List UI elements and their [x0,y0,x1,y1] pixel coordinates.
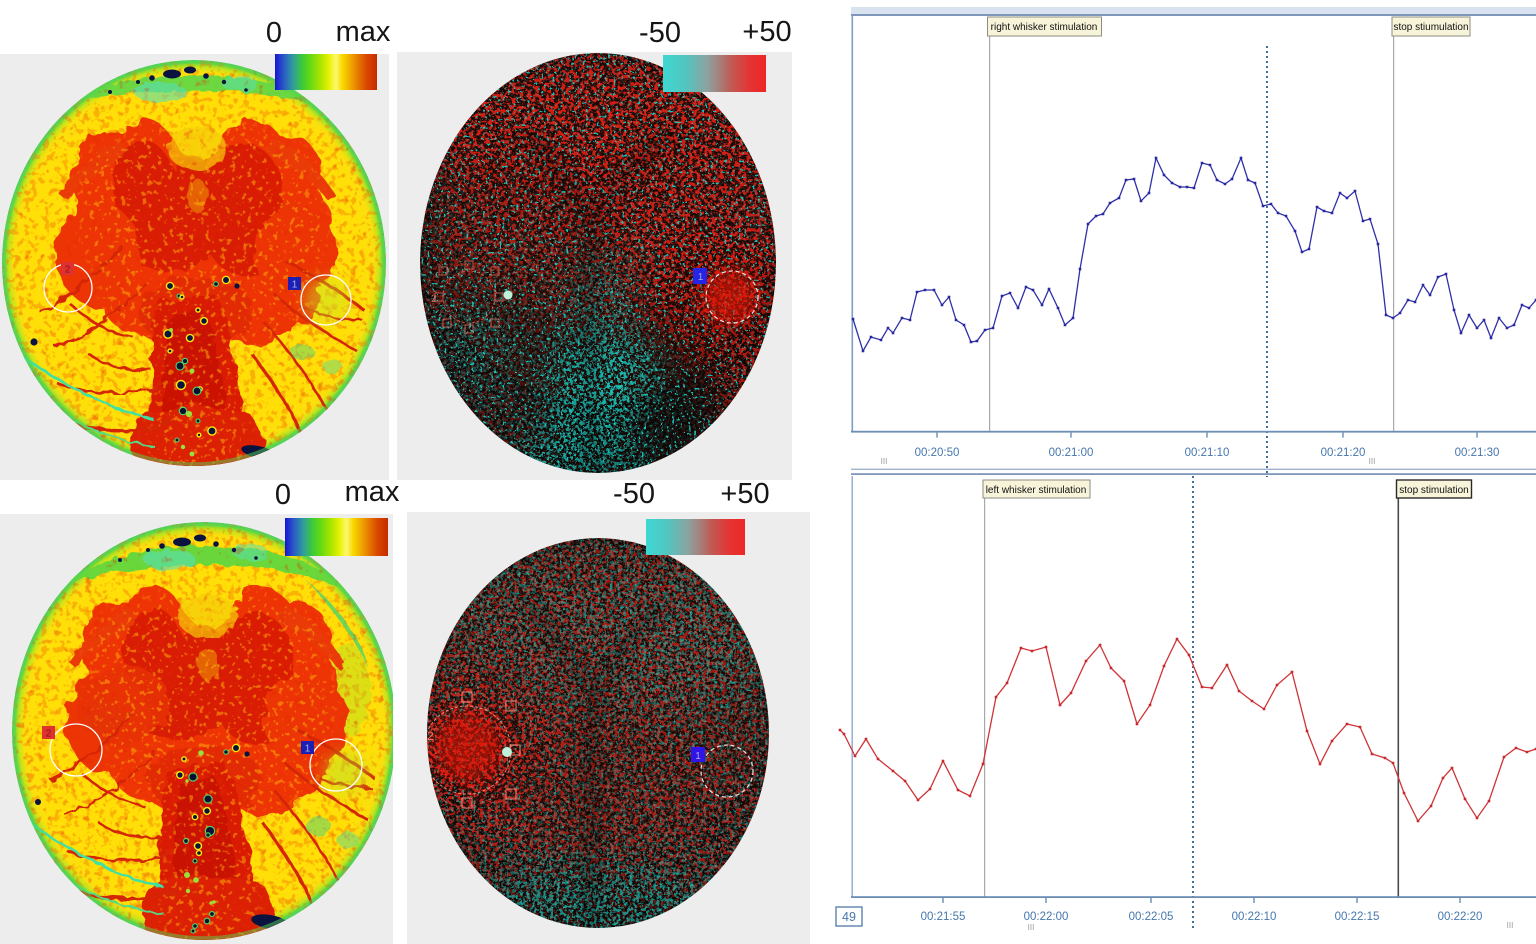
svg-text:1: 1 [698,272,704,283]
svg-text:1: 1 [695,751,701,762]
svg-text:2: 2 [65,265,71,276]
svg-text:00:22:05: 00:22:05 [1129,911,1174,923]
svg-text:00:22:00: 00:22:00 [1024,911,1069,923]
svg-text:00:21:30: 00:21:30 [1455,447,1500,459]
svg-text:2: 2 [431,293,437,305]
svg-text:00:21:20: 00:21:20 [1321,447,1366,459]
svg-text:right whisker stimulation: right whisker stimulation [991,22,1098,33]
svg-text:00:21:55: 00:21:55 [921,911,966,923]
svg-text:III: III [1028,923,1035,932]
svg-text:stop stimulation: stop stimulation [1399,485,1468,496]
svg-text:00:21:00: 00:21:00 [1049,447,1094,459]
svg-text:left whisker stimulation: left whisker stimulation [986,485,1087,496]
svg-text:00:20:50: 00:20:50 [915,447,960,459]
svg-text:III: III [1369,457,1376,466]
svg-text:III: III [1507,921,1514,930]
svg-text:III: III [881,457,888,466]
svg-text:00:22:10: 00:22:10 [1232,911,1277,923]
svg-text:49: 49 [842,910,856,924]
svg-text:stop stiumulation: stop stiumulation [1393,22,1468,33]
svg-text:2: 2 [46,729,52,740]
svg-text:2: 2 [427,729,434,743]
svg-text:1: 1 [292,280,298,291]
svg-text:00:21:10: 00:21:10 [1185,447,1230,459]
svg-text:00:22:20: 00:22:20 [1438,911,1483,923]
svg-text:00:22:15: 00:22:15 [1335,911,1380,923]
svg-text:1: 1 [305,744,311,755]
